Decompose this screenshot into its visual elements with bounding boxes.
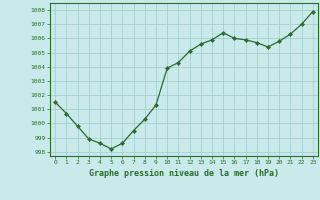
X-axis label: Graphe pression niveau de la mer (hPa): Graphe pression niveau de la mer (hPa) [89,169,279,178]
